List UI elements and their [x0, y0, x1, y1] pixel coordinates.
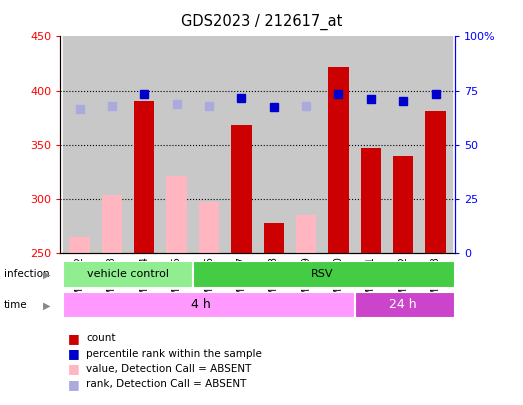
Text: ■: ■: [68, 332, 79, 345]
Bar: [161, 36, 193, 253]
Text: ▶: ▶: [43, 270, 50, 280]
Text: infection: infection: [4, 269, 50, 279]
Text: time: time: [4, 300, 28, 309]
Bar: [166, 176, 187, 253]
Text: 24 h: 24 h: [390, 298, 417, 311]
Text: ▶: ▶: [43, 301, 50, 310]
Bar: [128, 36, 161, 253]
Bar: [425, 111, 446, 253]
Bar: [328, 67, 349, 253]
Bar: [355, 292, 455, 318]
Bar: [63, 292, 355, 318]
Text: value, Detection Call = ABSENT: value, Detection Call = ABSENT: [86, 364, 252, 374]
Bar: [63, 261, 193, 288]
Bar: [387, 36, 419, 253]
Bar: [231, 125, 252, 253]
Text: 4 h: 4 h: [191, 298, 211, 311]
Bar: [70, 237, 90, 253]
Bar: [193, 261, 455, 288]
Text: GDS2023 / 212617_at: GDS2023 / 212617_at: [181, 14, 342, 30]
Bar: [264, 223, 284, 253]
Text: vehicle control: vehicle control: [87, 269, 169, 279]
Text: count: count: [86, 333, 116, 343]
Bar: [102, 195, 122, 253]
Bar: [361, 148, 381, 253]
Bar: [296, 215, 316, 253]
Text: ■: ■: [68, 378, 79, 391]
Bar: [63, 36, 96, 253]
Bar: [419, 36, 452, 253]
Text: percentile rank within the sample: percentile rank within the sample: [86, 349, 262, 358]
Text: ■: ■: [68, 347, 79, 360]
Bar: [96, 36, 128, 253]
Text: rank, Detection Call = ABSENT: rank, Detection Call = ABSENT: [86, 379, 247, 389]
Text: ■: ■: [68, 362, 79, 375]
Text: RSV: RSV: [311, 269, 334, 279]
Bar: [257, 36, 290, 253]
Bar: [134, 101, 154, 253]
Bar: [199, 202, 219, 253]
Bar: [193, 36, 225, 253]
Bar: [225, 36, 258, 253]
Bar: [290, 36, 322, 253]
Bar: [355, 36, 387, 253]
Bar: [322, 36, 355, 253]
Bar: [393, 156, 413, 253]
